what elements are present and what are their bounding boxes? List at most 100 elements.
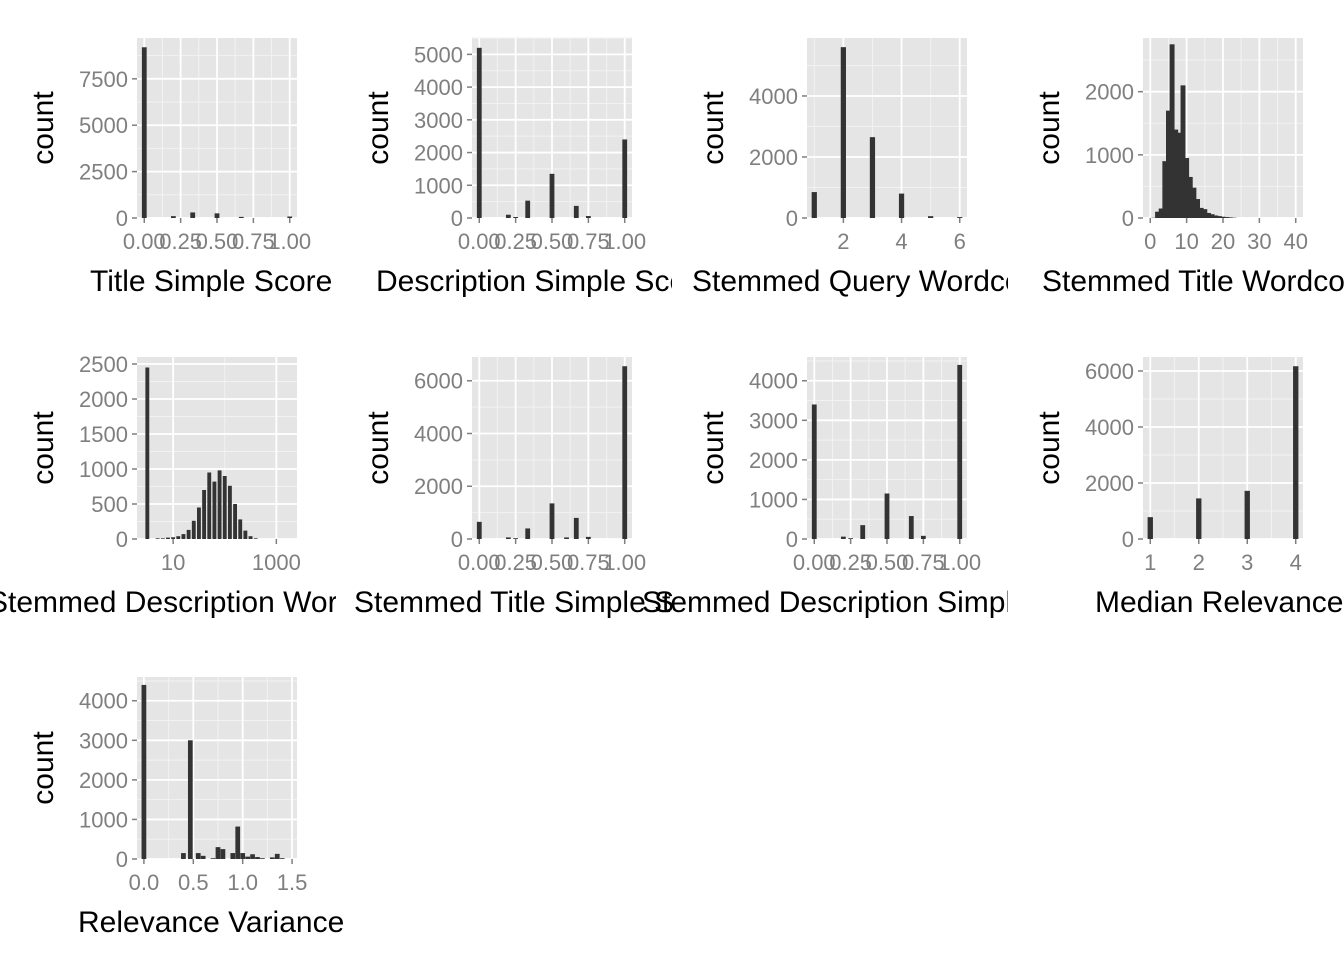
histogram-bar <box>1202 209 1208 218</box>
y-tick-label: 1000 <box>414 173 463 198</box>
x-tick-label: 0.75 <box>902 550 945 575</box>
x-tick-label: 30 <box>1247 229 1271 254</box>
x-tick-label: 1.0 <box>227 870 258 895</box>
histogram-bar <box>908 516 914 539</box>
histogram-bar <box>253 538 258 539</box>
x-axis-title: Stemmed Query Wordcount <box>692 265 1064 298</box>
histogram-bar <box>1180 85 1186 218</box>
x-tick-label: 1.00 <box>603 229 646 254</box>
panel-background <box>137 677 297 859</box>
x-tick-label: 2 <box>1193 550 1205 575</box>
y-tick-label: 0 <box>116 206 128 231</box>
y-tick-label: 2000 <box>79 387 128 412</box>
x-axis-title: Median Relevance <box>1095 586 1343 619</box>
histogram-bar <box>928 216 934 218</box>
y-tick-label: 1500 <box>79 422 128 447</box>
x-axis-title: Stemmed Title Wordcount <box>1042 265 1344 298</box>
histogram-bar <box>1216 216 1222 218</box>
y-tick-label: 1000 <box>749 487 798 512</box>
histogram-bar <box>181 853 186 859</box>
histogram-bar <box>255 857 260 859</box>
x-tick-label: 2 <box>837 229 849 254</box>
histogram-bar <box>476 47 482 219</box>
x-tick-label: 0.50 <box>531 550 574 575</box>
histogram-bar <box>233 504 237 539</box>
histogram-bar <box>170 216 176 218</box>
y-axis-title: count <box>27 411 60 485</box>
y-tick-label: 1000 <box>79 807 128 832</box>
histogram-bar <box>920 535 926 539</box>
histogram-bar <box>190 212 196 218</box>
x-axis-title: Relevance Variance <box>78 906 344 939</box>
histogram-panel: 10 1000 0 500 1000 1500 2000 2500 Stemmed Descri… <box>0 352 336 619</box>
histogram-bar <box>220 849 226 859</box>
y-tick-label: 3000 <box>749 408 798 433</box>
histogram-bar <box>238 216 244 218</box>
x-tick-label: 1.00 <box>603 550 646 575</box>
y-tick-label: 2000 <box>749 145 798 170</box>
histogram-bar <box>269 857 275 859</box>
y-axis-title: count <box>697 91 730 165</box>
y-axis-title: count <box>362 411 395 485</box>
histogram-bar <box>197 507 201 539</box>
histogram-bar <box>200 855 206 859</box>
y-tick-label: 2000 <box>1085 471 1134 496</box>
y-tick-label: 0 <box>451 527 463 552</box>
y-tick-label: 1000 <box>79 457 128 482</box>
histogram-bar <box>186 529 191 539</box>
histogram-bar <box>240 853 246 859</box>
histogram-panel: 0.000.250.500.751.00 0 2000 4000 6000 Stemmed… <box>354 357 732 619</box>
y-tick-label: 2000 <box>1085 80 1134 105</box>
x-tick-label: 6 <box>954 229 966 254</box>
histogram-panel: 0.000.250.500.751.00 0 2500 5000 7500 Title S… <box>27 38 332 298</box>
histogram-bar <box>1195 199 1200 218</box>
histogram-bar <box>160 538 165 539</box>
histogram-bar <box>202 490 207 539</box>
y-tick-label: 500 <box>91 492 128 517</box>
y-tick-label: 5000 <box>79 113 128 138</box>
histogram-bar <box>141 684 147 859</box>
histogram-bar <box>1227 217 1233 218</box>
histogram-bar <box>513 538 519 539</box>
y-tick-label: 0 <box>1122 527 1134 552</box>
panel-background <box>807 38 967 218</box>
histogram-bar <box>513 217 519 218</box>
y-tick-label: 0 <box>451 206 463 231</box>
histogram-bar <box>811 404 817 539</box>
histogram-bar <box>287 216 293 218</box>
y-tick-label: 3000 <box>414 108 463 133</box>
histogram-bar <box>1224 217 1230 218</box>
histogram-bar <box>274 853 280 859</box>
histogram-bar <box>1213 215 1219 218</box>
x-tick-label: 0.25 <box>829 550 872 575</box>
y-tick-label: 1000 <box>1085 143 1134 168</box>
histogram-bar <box>525 200 531 218</box>
y-axis-title: count <box>27 91 60 165</box>
x-tick-label: 0.50 <box>531 229 574 254</box>
histogram-bar <box>1173 129 1179 218</box>
histogram-bar <box>245 856 250 859</box>
histogram-bar <box>171 537 176 539</box>
y-axis-title: count <box>1033 91 1066 165</box>
histogram-bar <box>622 139 628 218</box>
x-axis-title: Stemmed Description Simple Score <box>642 586 1116 619</box>
x-tick-label: 20 <box>1211 229 1235 254</box>
x-tick-label: 0.75 <box>567 229 610 254</box>
x-tick-label: 1.5 <box>277 870 308 895</box>
y-tick-label: 4000 <box>414 421 463 446</box>
x-tick-label: 0.75 <box>567 550 610 575</box>
y-tick-label: 4000 <box>749 369 798 394</box>
y-tick-label: 0 <box>786 206 798 231</box>
histogram-bar <box>243 530 248 539</box>
histogram-bar <box>1196 498 1202 539</box>
histogram-bar <box>1198 207 1204 218</box>
histogram-bar <box>957 217 963 218</box>
y-axis-title: count <box>1033 411 1066 485</box>
x-axis-title: Title Simple Score <box>90 265 332 298</box>
histogram-bar <box>549 173 555 218</box>
x-tick-label: 0.0 <box>129 870 160 895</box>
x-tick-label: 1.00 <box>938 550 981 575</box>
histogram-bar <box>1147 517 1153 539</box>
histogram-bar <box>622 366 628 539</box>
x-axis-title: Stemmed Title Simple Score <box>354 586 732 619</box>
